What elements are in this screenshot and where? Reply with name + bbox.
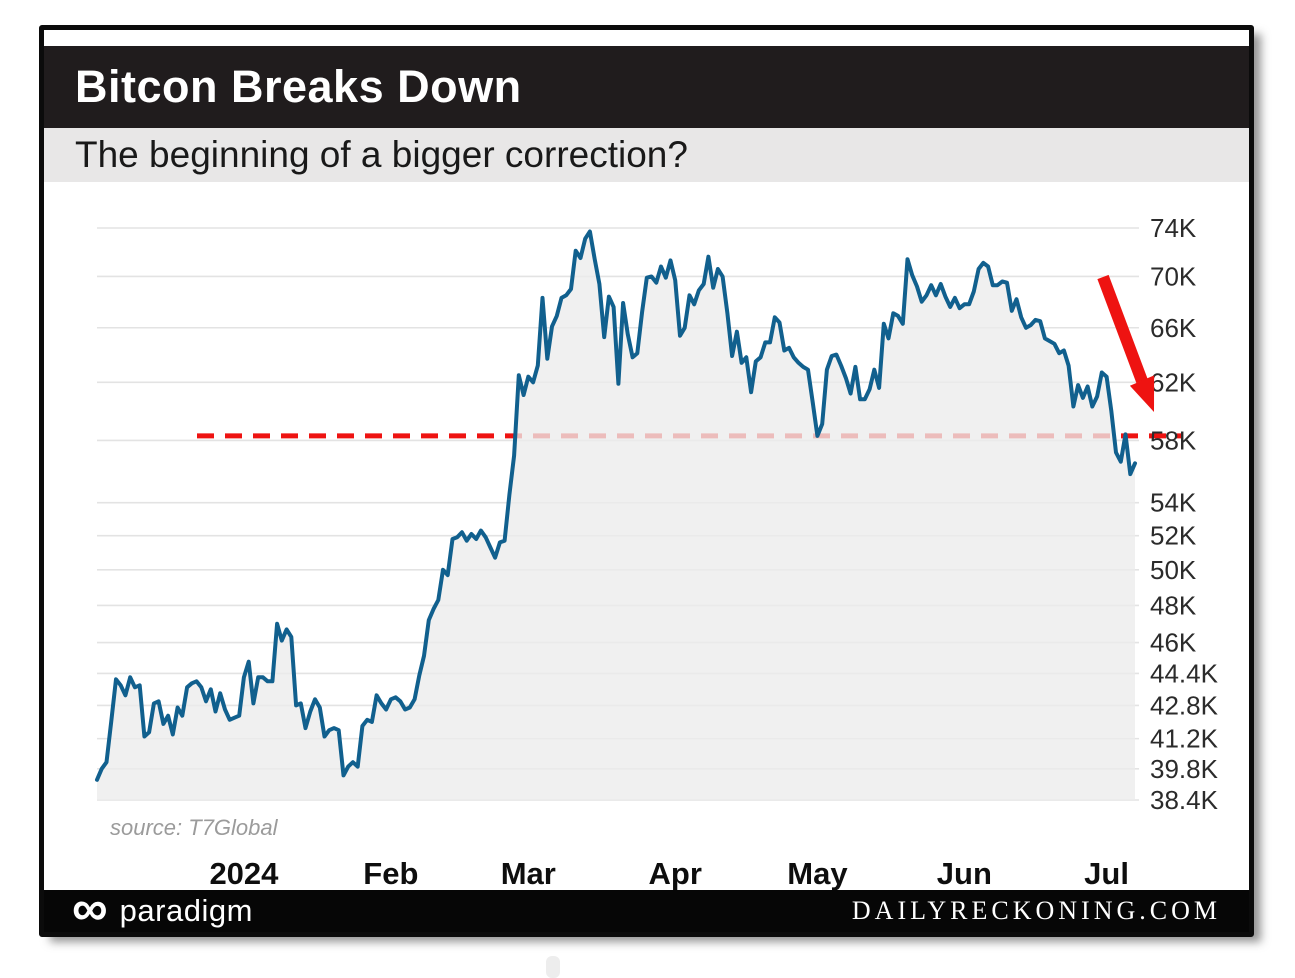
y-tick-label: 58K xyxy=(1150,425,1197,455)
brand-logo: ∞ paradigm xyxy=(72,880,253,936)
y-tick-label: 74K xyxy=(1150,213,1197,243)
card-top-strip xyxy=(44,30,1249,46)
infinity-logo-icon: ∞ xyxy=(72,880,108,936)
chart-header-bar: Bitcon Breaks Down xyxy=(44,46,1249,128)
site-name: DAILYRECKONING.COM xyxy=(851,896,1221,925)
footer-bar: ∞ paradigm DAILYRECKONING.COM xyxy=(44,880,1249,936)
source-label: source: T7Global xyxy=(110,815,279,840)
chart-area: 74K 70K 66K 62K 58K 54K 52K 50K 48K 46K 44.4K 42.8K… xyxy=(44,182,1249,890)
x-tick-label: Feb xyxy=(363,856,418,890)
y-tick-label: 66K xyxy=(1150,313,1197,343)
x-tick-label: Jun xyxy=(937,856,992,890)
y-tick-label: 42.8K xyxy=(1150,690,1219,720)
chart-subtitle: The beginning of a bigger correction? xyxy=(75,134,688,175)
price-line xyxy=(95,229,1137,782)
chart-card: Bitcon Breaks Down The beginning of a bi… xyxy=(39,25,1254,937)
y-tick-label: 46K xyxy=(1150,628,1197,658)
y-tick-label: 48K xyxy=(1150,590,1197,620)
y-tick-label: 50K xyxy=(1150,555,1197,585)
x-tick-label: May xyxy=(787,856,848,890)
down-arrow-shaft xyxy=(1097,274,1148,384)
price-area xyxy=(97,231,1135,800)
y-tick-label: 38.4K xyxy=(1150,785,1219,815)
y-tick-label: 62K xyxy=(1150,367,1197,397)
y-tick-label: 41.2K xyxy=(1150,724,1219,754)
brand-name: paradigm xyxy=(119,893,253,928)
x-tick-label: Jul xyxy=(1084,856,1129,890)
y-tick-label: 70K xyxy=(1150,261,1197,291)
y-tick-label: 39.8K xyxy=(1150,754,1219,784)
y-tick-label: 54K xyxy=(1150,488,1197,518)
y-tick-label: 44.4K xyxy=(1150,658,1219,688)
chart-subtitle-bar: The beginning of a bigger correction? xyxy=(44,128,1249,182)
x-tick-label: 2024 xyxy=(209,856,279,890)
x-tick-label: Mar xyxy=(501,856,556,890)
chart-title: Bitcon Breaks Down xyxy=(75,61,522,112)
down-arrow-head-icon xyxy=(1129,375,1155,412)
scroll-artifact xyxy=(546,956,560,978)
y-tick-label: 52K xyxy=(1150,521,1197,551)
x-tick-label: Apr xyxy=(649,856,702,890)
